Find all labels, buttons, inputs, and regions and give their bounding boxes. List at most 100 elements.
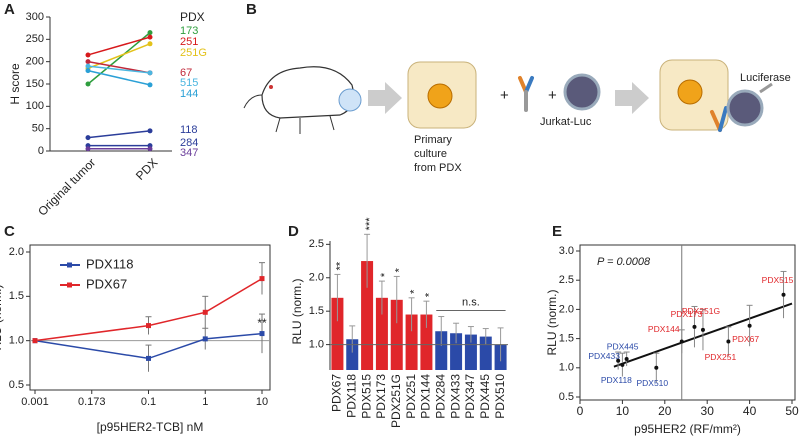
point <box>700 327 705 332</box>
annotation: *** <box>364 217 376 231</box>
y-tick-label: 2.5 <box>309 238 324 250</box>
bar <box>435 331 448 370</box>
arrow <box>615 82 649 114</box>
antibody <box>710 106 728 132</box>
point-label: PDX67 <box>732 334 759 344</box>
panel-letter: A <box>4 1 15 18</box>
bar <box>464 334 477 370</box>
x-axis-label: [p95HER2-TCB] nM <box>97 420 204 434</box>
point-label: PDX173 <box>671 309 703 319</box>
x-tick-label: PDX <box>133 155 160 182</box>
y-tick-label: 0.5 <box>559 391 574 403</box>
point <box>747 323 752 328</box>
bar <box>346 339 359 370</box>
panel-letter: B <box>246 1 257 18</box>
point-label: PDX433 <box>588 351 620 361</box>
x-tick-label: PDX118 <box>344 374 358 418</box>
point <box>624 357 629 362</box>
series-line <box>87 69 151 86</box>
legend-entry: 67 <box>180 67 192 79</box>
y-tick-label: 250 <box>26 33 44 45</box>
legend-entry: 515 <box>180 77 198 89</box>
y-tick-label: 1.5 <box>9 290 24 302</box>
legend-title: PDX <box>180 10 205 24</box>
legend-entry: 251G <box>180 47 207 59</box>
panel-letter: C <box>4 223 15 240</box>
point-label: PDX510 <box>636 378 668 388</box>
point <box>202 336 208 342</box>
series-line <box>34 332 263 360</box>
signal-arrow <box>759 82 773 94</box>
plus: + <box>500 87 509 104</box>
y-tick-label: 200 <box>26 56 44 68</box>
series-line <box>34 277 263 342</box>
label: culture <box>414 148 447 160</box>
annotation: ** <box>257 316 267 330</box>
point <box>147 41 153 47</box>
annotation: * <box>408 289 420 294</box>
bar <box>331 297 344 370</box>
plus: + <box>548 87 557 104</box>
point <box>146 323 151 329</box>
x-tick-label: 0.001 <box>21 396 49 408</box>
bar <box>420 314 433 370</box>
x-tick-label: PDX144 <box>419 374 433 419</box>
bar <box>450 333 463 370</box>
y-axis-label: RLU (norm.) <box>0 284 4 350</box>
x-axis-label: p95HER2 (RF/mm²) <box>634 422 741 436</box>
y-tick-label: 300 <box>26 11 44 23</box>
x-tick-label: 30 <box>701 404 715 418</box>
x-tick-label: PDX515 <box>359 374 373 419</box>
x-tick-label: PDX251G <box>389 374 403 428</box>
jurkat-cell <box>563 73 601 111</box>
legend-entry: 251 <box>180 36 198 48</box>
point <box>147 70 153 76</box>
bar <box>405 314 418 370</box>
point <box>616 358 621 363</box>
bar <box>375 297 388 370</box>
legend-entry: 347 <box>180 147 198 159</box>
bar <box>390 299 403 370</box>
legend-entry: PDX118 <box>86 256 133 271</box>
legend-marker <box>67 282 72 288</box>
series-line <box>87 130 151 139</box>
jurkat-cell <box>726 89 764 127</box>
point <box>781 292 786 297</box>
y-tick-label: 2.0 <box>309 272 324 284</box>
point <box>85 63 91 69</box>
y-tick-label: 2.5 <box>559 274 574 286</box>
point <box>147 82 153 88</box>
point <box>259 331 265 337</box>
nucleus <box>427 83 453 109</box>
legend-entry: 118 <box>180 124 198 136</box>
antibody <box>518 76 534 112</box>
x-tick-label: PDX284 <box>433 374 447 419</box>
point-label: PDX445 <box>607 341 639 351</box>
y-tick-label: 150 <box>26 78 44 90</box>
y-tick-label: 1.0 <box>309 339 324 351</box>
point <box>85 59 91 65</box>
y-tick-label: 1.0 <box>9 335 24 347</box>
point <box>620 362 625 367</box>
point <box>32 338 38 344</box>
arrow <box>368 82 402 114</box>
x-tick-label: 50 <box>785 404 799 418</box>
x-tick-label: 10 <box>616 404 630 418</box>
legend-entry: 284 <box>180 137 198 149</box>
point <box>85 146 91 152</box>
annotation: * <box>423 292 435 297</box>
point <box>259 276 265 282</box>
point-label: PDX144 <box>648 324 680 334</box>
annotation: * <box>379 272 391 277</box>
y-tick-label: 0.5 <box>9 379 24 391</box>
point <box>146 355 151 361</box>
series-line <box>87 65 151 74</box>
legend-entry: 173 <box>180 25 198 37</box>
x-tick-label: PDX347 <box>463 374 477 419</box>
point <box>147 146 153 152</box>
y-axis-label: RLU (norm.) <box>290 278 304 344</box>
panel-letter: D <box>288 223 299 240</box>
x-tick-label: PDX510 <box>493 374 507 419</box>
legend-entry: 144 <box>180 88 198 100</box>
series-line <box>87 36 151 56</box>
